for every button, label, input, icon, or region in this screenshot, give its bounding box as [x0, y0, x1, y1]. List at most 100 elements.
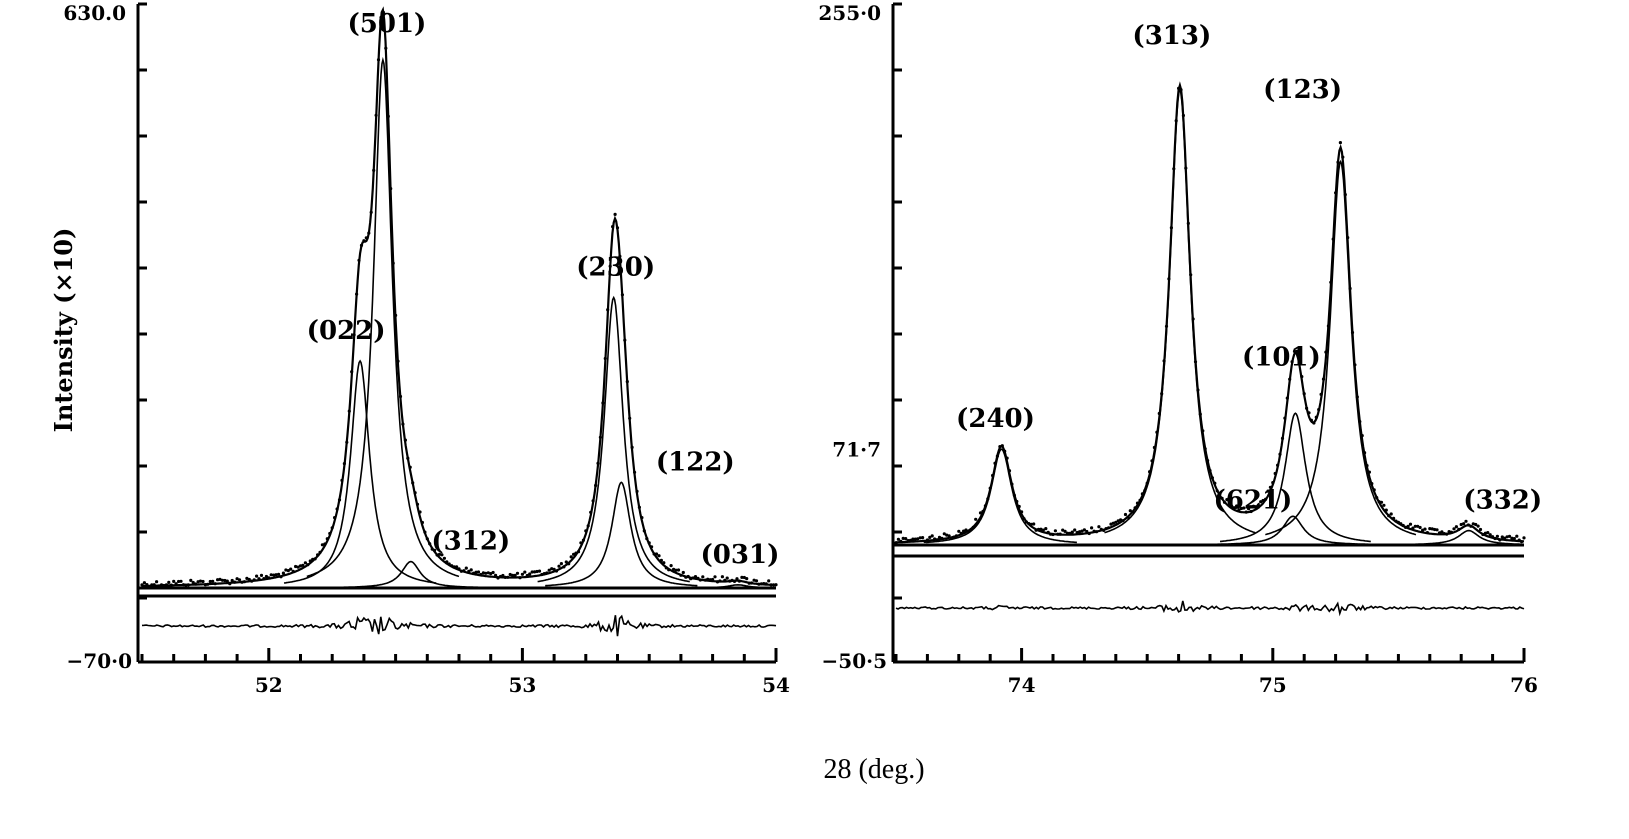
observed-point: [1196, 388, 1200, 392]
observed-point: [269, 573, 273, 577]
observed-point: [1353, 363, 1357, 367]
observed-point: [633, 470, 637, 474]
observed-point: [308, 559, 312, 563]
peak-component: [1220, 412, 1371, 543]
observed-point: [1073, 528, 1077, 532]
observed-point: [174, 582, 178, 586]
observed-point: [1314, 415, 1318, 419]
observed-point: [1271, 481, 1275, 485]
observed-point: [1367, 470, 1371, 474]
observed-point: [1109, 522, 1113, 526]
observed-point: [272, 573, 276, 577]
observed-point: [1056, 532, 1060, 536]
observed-point: [328, 531, 332, 536]
observed-point: [911, 537, 915, 541]
observed-point: [1379, 500, 1384, 504]
observed-point: [445, 560, 449, 564]
observed-point: [325, 537, 329, 541]
observed-point: [635, 489, 639, 493]
observed-point: [1191, 317, 1195, 321]
observed-point: [508, 572, 512, 577]
observed-point: [764, 582, 768, 586]
observed-point: [1135, 501, 1140, 505]
observed-point: [150, 583, 154, 587]
observed-point: [242, 580, 246, 584]
observed-point: [1346, 236, 1350, 240]
observed-point: [533, 570, 537, 574]
observed-point: [1133, 506, 1137, 510]
observed-point: [1411, 526, 1415, 530]
observed-point: [1469, 524, 1473, 528]
observed-point: [1239, 506, 1243, 511]
peak-component: [1217, 515, 1369, 545]
observed-point: [225, 579, 229, 583]
observed-point: [654, 552, 659, 556]
observed-point: [1278, 452, 1282, 456]
observed-point: [464, 566, 468, 570]
observed-point: [362, 239, 366, 243]
observed-point: [462, 569, 466, 573]
observed-point: [447, 562, 451, 566]
observed-point: [1114, 520, 1118, 524]
observed-point: [1090, 526, 1094, 530]
peak-label: (312): [431, 527, 510, 557]
observed-point: [966, 530, 971, 534]
observed-point: [337, 498, 342, 502]
observed-point: [645, 537, 649, 541]
difference-curve: [895, 600, 1525, 617]
observed-point: [976, 520, 980, 524]
observed-point: [330, 526, 334, 530]
observed-point: [406, 456, 410, 460]
observed-point: [1430, 527, 1434, 531]
observed-point: [691, 576, 695, 580]
observed-point: [1022, 517, 1026, 521]
observed-point: [1029, 522, 1033, 527]
observed-point: [933, 537, 937, 541]
observed-point: [1044, 527, 1048, 531]
observed-point: [759, 582, 764, 586]
observed-point: [1065, 531, 1070, 535]
observed-point: [452, 565, 456, 569]
y-min-label: −50·5: [822, 649, 887, 673]
observed-point: [1399, 522, 1403, 526]
observed-point: [1104, 527, 1108, 531]
observed-point: [921, 536, 925, 540]
observed-point: [572, 552, 576, 556]
observed-point: [479, 572, 483, 577]
observed-point: [650, 545, 654, 549]
observed-point: [1288, 377, 1292, 381]
observed-point: [769, 583, 773, 587]
observed-point: [1000, 444, 1004, 448]
observed-point: [1155, 430, 1159, 434]
observed-point: [901, 536, 905, 541]
observed-point: [279, 575, 283, 579]
observed-point: [1152, 445, 1156, 450]
observed-point: [1341, 155, 1345, 159]
observed-point: [1466, 523, 1470, 527]
observed-point: [1283, 416, 1287, 420]
observed-point: [433, 548, 437, 552]
observed-point: [711, 577, 715, 582]
observed-point: [993, 461, 997, 465]
observed-point: [1512, 537, 1516, 541]
observed-point: [1068, 531, 1072, 535]
observed-point: [252, 578, 256, 582]
observed-point: [194, 582, 198, 586]
observed-point: [983, 504, 988, 508]
observed-point: [1493, 536, 1497, 541]
observed-point: [1046, 530, 1050, 534]
observed-point: [1119, 518, 1123, 522]
observed-point: [1249, 509, 1253, 514]
observed-point: [752, 578, 756, 582]
observed-point: [1220, 496, 1224, 500]
observed-point: [345, 440, 349, 444]
observed-point: [1210, 476, 1214, 480]
observed-point: [1290, 360, 1294, 364]
peak-component: [306, 56, 460, 578]
observed-point: [1428, 527, 1432, 531]
observed-point: [1273, 471, 1277, 476]
observed-point: [598, 435, 603, 439]
observed-point: [940, 536, 944, 541]
observed-point: [1177, 86, 1181, 90]
